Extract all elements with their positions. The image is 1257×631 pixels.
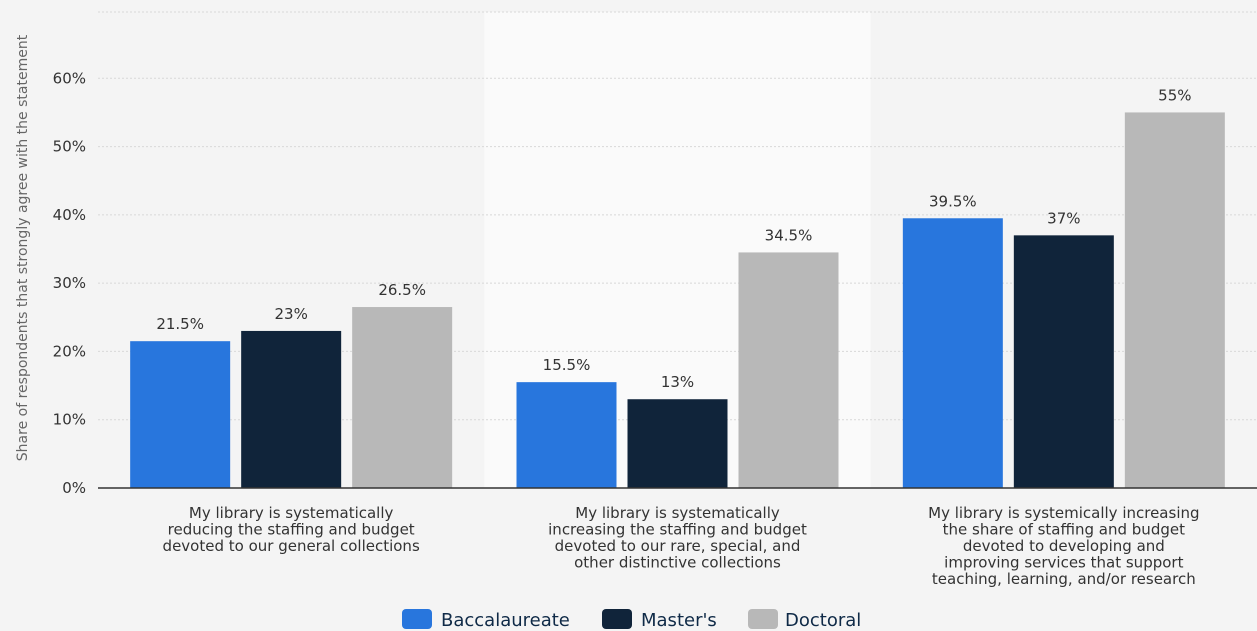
bar (130, 341, 231, 488)
y-tick-label: 10% (53, 411, 86, 429)
data-label: 55% (1158, 86, 1191, 104)
x-category-label: the share of staffing and budget (943, 521, 1185, 539)
y-tick-label: 0% (62, 479, 86, 497)
x-category-label: devoted to our rare, special, and (555, 537, 801, 555)
legend-label: Master's (641, 610, 717, 631)
x-category-label: devoted to developing and (963, 537, 1165, 555)
y-tick-label: 30% (53, 274, 86, 292)
legend-swatch (402, 609, 432, 629)
bar (241, 330, 342, 488)
bar (516, 382, 617, 488)
x-category-label: My library is systemically increasing (928, 504, 1199, 522)
y-tick-label: 50% (53, 138, 86, 156)
legend-swatch (602, 609, 632, 629)
y-tick-label: 20% (53, 342, 86, 360)
data-label: 23% (274, 305, 307, 323)
x-category-label: My library is systematically (189, 504, 394, 522)
bar (1013, 235, 1114, 488)
data-label: 37% (1047, 209, 1080, 227)
x-category-label: improving services that support (944, 554, 1183, 572)
legend-label: Baccalaureate (441, 610, 570, 631)
data-label: 26.5% (378, 281, 426, 299)
data-label: 21.5% (156, 315, 204, 333)
y-tick-label: 60% (53, 69, 86, 87)
x-category-label: reducing the staffing and budget (168, 521, 415, 539)
data-label: 34.5% (765, 226, 813, 244)
data-label: 15.5% (543, 356, 591, 374)
legend-label: Doctoral (785, 610, 861, 631)
bar (352, 307, 453, 488)
y-tick-label: 40% (53, 206, 86, 224)
data-label: 13% (661, 373, 694, 391)
x-category-label: teaching, learning, and/or research (932, 570, 1196, 588)
data-label: 39.5% (929, 192, 977, 210)
bar (738, 252, 839, 488)
x-category-label: My library is systematically (575, 504, 780, 522)
legend-swatch (748, 609, 778, 629)
x-category-label: devoted to our general collections (163, 537, 420, 555)
bar (902, 218, 1003, 488)
x-category-label: other distinctive collections (574, 554, 781, 572)
x-category-label: increasing the staffing and budget (548, 521, 807, 539)
bar (1124, 112, 1225, 488)
y-axis-title: Share of respondents that strongly agree… (15, 34, 31, 461)
bar (627, 399, 728, 488)
